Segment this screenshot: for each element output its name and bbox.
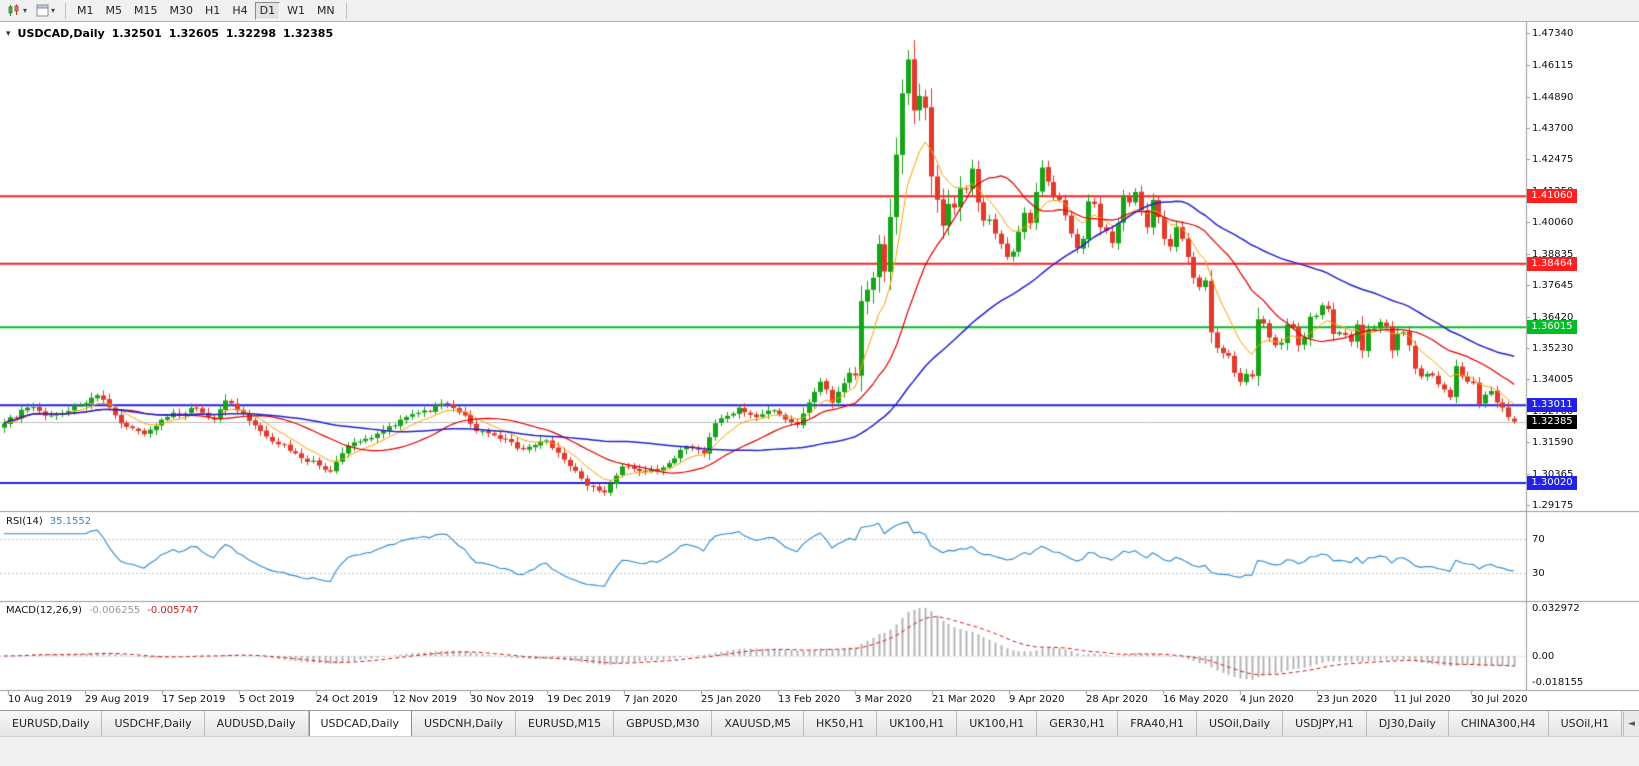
chevron-down-icon: ▾ bbox=[23, 5, 28, 15]
macd-main-value: -0.006255 bbox=[88, 605, 141, 616]
chart-tab-usoil-daily[interactable]: USOil,Daily bbox=[1197, 711, 1284, 736]
symbol-period-label: USDCAD,Daily bbox=[17, 27, 105, 40]
new-chart-button[interactable]: ▾ bbox=[3, 2, 31, 19]
chart-tab-xauusd-m5[interactable]: XAUUSD,M5 bbox=[712, 711, 804, 736]
chart-tab-uk100-h1[interactable]: UK100,H1 bbox=[957, 711, 1038, 736]
rsi-indicator-label: RSI(14) 35.1552 bbox=[6, 516, 91, 527]
toolbar: ▾ ▾ M1 M5 M15 M30 H1 H4 D1 W1 MN bbox=[0, 0, 1639, 22]
chart-tab-usdchf-daily[interactable]: USDCHF,Daily bbox=[102, 711, 205, 736]
quote-header: ▾ USDCAD,Daily 1.32501 1.32605 1.32298 1… bbox=[6, 27, 333, 40]
chevron-down-icon: ▾ bbox=[51, 5, 56, 15]
chart-tab-usdcnh-daily[interactable]: USDCNH,Daily bbox=[412, 711, 517, 736]
chart-tab-fra40-h1[interactable]: FRA40,H1 bbox=[1118, 711, 1198, 736]
chart-tab-audusd-daily[interactable]: AUDUSD,Daily bbox=[204, 711, 309, 736]
candlestick-chart-icon bbox=[8, 4, 19, 16]
timeframe-button-m1[interactable]: M1 bbox=[77, 3, 94, 17]
timeframe-button-m15[interactable]: M15 bbox=[134, 3, 158, 17]
chart-tab-gbpusd-m30[interactable]: GBPUSD,M30 bbox=[614, 711, 713, 736]
timeframe-button-m30[interactable]: M30 bbox=[169, 3, 194, 17]
rsi-value: 35.1552 bbox=[49, 516, 92, 527]
status-bar bbox=[0, 736, 1639, 766]
macd-indicator-label: MACD(12,26,9) -0.006255 -0.005747 bbox=[6, 605, 199, 616]
chart-tab-uk100-h1[interactable]: UK100,H1 bbox=[877, 711, 958, 736]
chart-tab-eurusd-m15[interactable]: EURUSD,M15 bbox=[516, 711, 615, 736]
chart-tab-usdcad-daily[interactable]: USDCAD,Daily bbox=[308, 711, 413, 736]
chart-tab-usoil-h1[interactable]: USOil,H1 bbox=[1548, 711, 1623, 736]
quote-close: 1.32385 bbox=[283, 27, 334, 40]
timeframe-button-mn[interactable]: MN bbox=[316, 3, 335, 17]
chart-tab-ger30-h1[interactable]: GER30,H1 bbox=[1037, 711, 1119, 736]
quote-high: 1.32605 bbox=[168, 27, 219, 40]
timeframe-button-d1[interactable]: D1 bbox=[254, 1, 281, 20]
tab-scroll-left-button[interactable]: ◄ bbox=[1623, 712, 1639, 736]
rsi-name: RSI(14) bbox=[6, 516, 43, 527]
one-click-trading-toggle[interactable]: ▾ bbox=[6, 28, 11, 39]
chart-tab-china300-h4[interactable]: CHINA300,H4 bbox=[1448, 711, 1549, 736]
timeframe-buttons-group: M1 M5 M15 M30 H1 H4 D1 W1 MN bbox=[71, 1, 341, 20]
toolbar-separator bbox=[345, 2, 347, 19]
chart-tab-usdjpy-h1[interactable]: USDJPY,H1 bbox=[1283, 711, 1367, 736]
timeframe-button-h4[interactable]: H4 bbox=[232, 3, 248, 17]
chart-tab-eurusd-daily[interactable]: EURUSD,Daily bbox=[0, 711, 103, 736]
timeframe-button-w1[interactable]: W1 bbox=[287, 3, 305, 17]
quote-open: 1.32501 bbox=[111, 27, 162, 40]
window-grid-icon bbox=[36, 4, 49, 17]
chart-tab-hk50-h1[interactable]: HK50,H1 bbox=[803, 711, 878, 736]
macd-name: MACD(12,26,9) bbox=[6, 605, 82, 616]
chart-tab-dj30-daily[interactable]: DJ30,Daily bbox=[1366, 711, 1449, 736]
quote-low: 1.32298 bbox=[225, 27, 277, 40]
timeframe-button-m5[interactable]: M5 bbox=[105, 3, 123, 17]
toolbar-separator bbox=[65, 2, 67, 19]
timeframe-button-h1[interactable]: H1 bbox=[205, 3, 221, 17]
macd-signal-value: -0.005747 bbox=[147, 605, 199, 616]
chart-tab-bar: EURUSD,Daily USDCHF,Daily AUDUSD,Daily USDC… bbox=[0, 710, 1639, 736]
chart-profiles-button[interactable]: ▾ bbox=[32, 2, 59, 19]
chart-tabs: EURUSD,Daily USDCHF,Daily AUDUSD,Daily USDC… bbox=[0, 711, 1639, 736]
